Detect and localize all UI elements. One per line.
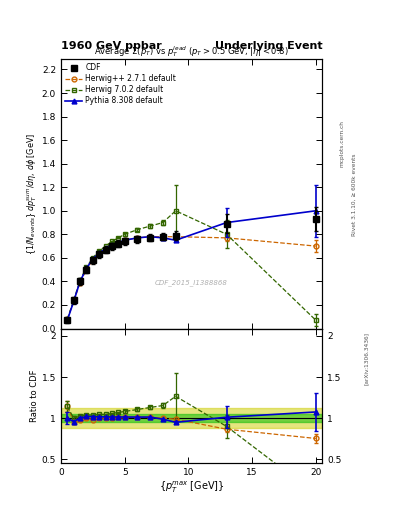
Text: [arXiv:1306.3436]: [arXiv:1306.3436] — [364, 332, 369, 385]
Text: Underlying Event: Underlying Event — [215, 41, 322, 51]
X-axis label: $\{p_T^{max}\;[\mathrm{GeV}]\}$: $\{p_T^{max}\;[\mathrm{GeV}]\}$ — [159, 480, 224, 496]
Text: mcplots.cern.ch: mcplots.cern.ch — [340, 120, 345, 167]
Bar — [61, 408, 322, 428]
Y-axis label: $\{1/N_\mathit{events}\}\,dp_T^{sum}/d\eta,\,d\phi\;[\mathrm{GeV}]$: $\{1/N_\mathit{events}\}\,dp_T^{sum}/d\e… — [26, 133, 39, 255]
Legend: CDF, Herwig++ 2.7.1 default, Herwig 7.0.2 default, Pythia 8.308 default: CDF, Herwig++ 2.7.1 default, Herwig 7.0.… — [64, 62, 178, 106]
Title: Average $\Sigma(p_T)$ vs $p_T^\mathit{lead}$ ($p_T > 0.5$ GeV, $|\eta| < 0.8$): Average $\Sigma(p_T)$ vs $p_T^\mathit{le… — [94, 44, 289, 59]
Y-axis label: Ratio to CDF: Ratio to CDF — [30, 370, 39, 422]
Text: CDF_2015_I1388868: CDF_2015_I1388868 — [155, 280, 228, 286]
Text: 1960 GeV ppbar: 1960 GeV ppbar — [61, 41, 162, 51]
Bar — [61, 414, 322, 422]
Text: Rivet 3.1.10, ≥ 600k events: Rivet 3.1.10, ≥ 600k events — [352, 153, 357, 236]
